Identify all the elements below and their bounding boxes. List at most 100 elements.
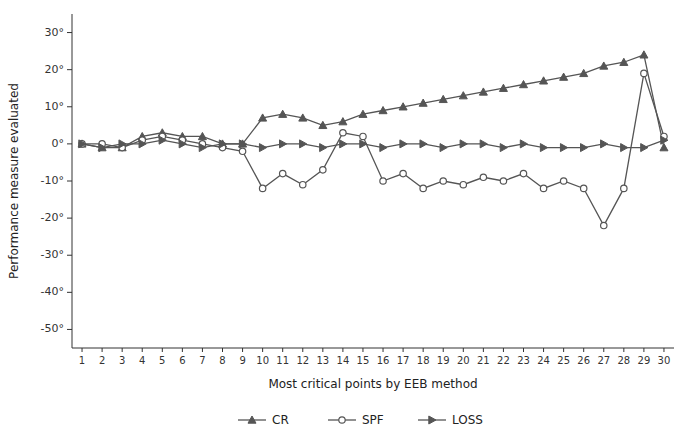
point: [259, 114, 267, 121]
x-tick-label: 27: [597, 355, 610, 366]
point: [198, 132, 206, 139]
x-tick-label: 2: [99, 355, 105, 366]
x-tick: [463, 348, 464, 352]
point: [320, 144, 327, 152]
point: [119, 140, 126, 148]
x-tick-label: 30: [658, 355, 671, 366]
point: [560, 144, 567, 152]
x-tick: [563, 348, 564, 352]
point: [560, 73, 568, 80]
x-tick: [543, 348, 544, 352]
point: [420, 185, 426, 191]
x-tick-label: 29: [638, 355, 651, 366]
point: [620, 58, 628, 65]
y-tick-label: -20°: [41, 211, 64, 224]
x-tick-label: 4: [139, 355, 145, 366]
point: [179, 140, 186, 148]
point: [259, 185, 265, 191]
point: [500, 178, 506, 184]
y-tick-label: -30°: [41, 248, 64, 261]
point: [78, 140, 86, 147]
point: [440, 144, 447, 152]
x-tick: [262, 348, 263, 352]
x-tick: [623, 348, 624, 352]
axes: -50°-40°-30°-20°-10°0°10°20°30°123456789…: [41, 14, 674, 366]
x-tick-label: 11: [276, 355, 289, 366]
y-tick-label: 0°: [52, 137, 65, 150]
series-line: [82, 55, 664, 148]
x-tick: [342, 348, 343, 352]
point: [219, 140, 226, 148]
point: [319, 121, 327, 128]
legend-item: CR: [238, 413, 289, 427]
point: [79, 141, 85, 147]
x-tick-label: 8: [219, 355, 225, 366]
point: [600, 62, 608, 69]
x-tick: [222, 348, 223, 352]
point: [299, 114, 307, 121]
point: [339, 118, 347, 125]
series-line: [82, 73, 664, 225]
x-tick: [242, 348, 243, 352]
point: [419, 99, 427, 106]
x-tick: [82, 348, 83, 352]
x-tick: [523, 348, 524, 352]
x-tick-label: 3: [119, 355, 125, 366]
y-tick-label: 10°: [45, 100, 65, 113]
x-tick: [102, 348, 103, 352]
x-tick-label: 7: [199, 355, 205, 366]
x-tick: [503, 348, 504, 352]
y-tick: [67, 32, 72, 33]
y-tick: [67, 255, 72, 256]
point: [400, 140, 407, 148]
x-tick: [603, 348, 604, 352]
series-line: [82, 140, 664, 147]
point: [601, 140, 608, 148]
series: [78, 51, 668, 151]
page: {"chart_data": { "type": "line", "xlabel…: [0, 0, 694, 440]
y-tick: [67, 329, 72, 330]
point: [400, 170, 406, 176]
point: [580, 69, 588, 76]
x-tick-label: 13: [316, 355, 329, 366]
point: [560, 178, 566, 184]
point: [300, 182, 306, 188]
point: [640, 51, 648, 58]
x-tick-label: 28: [617, 355, 630, 366]
x-tick: [182, 348, 183, 352]
point: [540, 77, 548, 84]
point: [641, 70, 647, 76]
legend-item: LOSS: [418, 413, 483, 427]
x-tick-label: 1: [79, 355, 85, 366]
y-tick: [67, 106, 72, 107]
x-tick: [162, 348, 163, 352]
x-tick: [643, 348, 644, 352]
x-tick: [383, 348, 384, 352]
y-tick: [67, 69, 72, 70]
x-tick: [423, 348, 424, 352]
x-tick-label: 9: [239, 355, 245, 366]
point: [581, 185, 587, 191]
x-tick-label: 16: [377, 355, 390, 366]
x-tick: [663, 348, 664, 352]
point: [660, 144, 668, 151]
point: [499, 84, 507, 91]
point: [340, 140, 347, 148]
point: [380, 178, 386, 184]
x-tick-label: 12: [296, 355, 309, 366]
legend-marker: [248, 416, 256, 423]
point: [420, 140, 427, 148]
x-tick-label: 22: [497, 355, 510, 366]
x-tick-label: 5: [159, 355, 165, 366]
y-tick: [67, 143, 72, 144]
legend-label: SPF: [362, 413, 384, 427]
point: [280, 140, 287, 148]
point: [159, 136, 166, 144]
x-tick-label: 17: [397, 355, 410, 366]
y-axis-label: Performance measure evaluated: [7, 83, 21, 279]
x-tick: [583, 348, 584, 352]
point: [540, 185, 546, 191]
x-tick-label: 23: [517, 355, 530, 366]
chart: -50°-40°-30°-20°-10°0°10°20°30°123456789…: [0, 0, 694, 440]
legend-marker: [429, 416, 436, 424]
